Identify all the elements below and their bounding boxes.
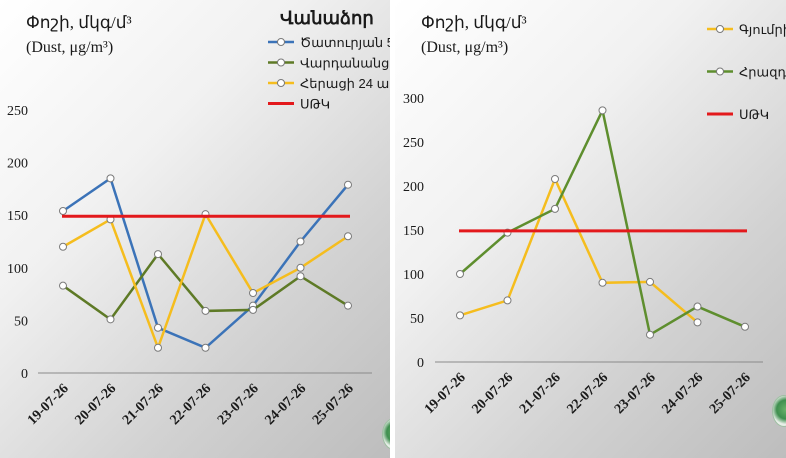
- data-point: [106, 315, 115, 324]
- legend-label: ՍԹԿ: [739, 107, 769, 122]
- chart-subtitle: (Dust, μg/m³): [26, 39, 113, 56]
- data-point: [59, 206, 67, 215]
- x-tick-label: 20-07-26: [72, 381, 119, 428]
- y-tick-label: 150: [403, 224, 424, 239]
- data-point: [106, 174, 115, 183]
- legend-title: Վանաձոր: [280, 8, 374, 29]
- y-tick-label: 50: [410, 312, 424, 327]
- legend-label: ՍԹԿ: [300, 97, 330, 112]
- x-tick-label: 23-07-26: [612, 370, 659, 417]
- data-point: [154, 323, 162, 332]
- data-point: [503, 296, 512, 305]
- y-tick-label: 50: [14, 314, 28, 329]
- x-tick-label: 20-07-26: [469, 370, 516, 417]
- y-tick-label: 300: [403, 92, 424, 107]
- x-tick-label: 25-07-26: [707, 370, 754, 417]
- legend-marker: [277, 58, 285, 67]
- panel-divider: [390, 0, 395, 458]
- x-tick-label: 21-07-26: [120, 381, 167, 428]
- data-point: [344, 232, 352, 241]
- y-tick-label: 100: [7, 262, 28, 277]
- legend-marker: [716, 67, 724, 76]
- y-tick-label: 0: [21, 367, 28, 382]
- x-tick-label: 24-07-26: [659, 370, 706, 417]
- series-line: [62, 176, 349, 350]
- legend-label: Հերացի 24 ա: [300, 76, 389, 91]
- y-tick-label: 0: [417, 356, 424, 371]
- data-point: [646, 330, 654, 339]
- data-point: [646, 277, 654, 286]
- x-tick-label: 22-07-26: [167, 381, 214, 428]
- chart-title: Փոշի, մկգ/մ³: [421, 13, 527, 32]
- data-point: [598, 106, 607, 115]
- series-line: [459, 175, 699, 324]
- data-point: [249, 289, 257, 298]
- data-point: [344, 301, 352, 310]
- data-point: [296, 237, 305, 246]
- x-tick-label: 21-07-26: [517, 370, 564, 417]
- data-point: [249, 305, 257, 314]
- data-point: [154, 250, 162, 259]
- data-point: [154, 343, 162, 352]
- data-point: [598, 278, 607, 287]
- left-chart-panel: Փոշի, մկգ/մ³ (Dust, μg/m³) 0 50 100 150 200 250…: [0, 0, 390, 458]
- x-tick-label: 19-07-26: [422, 370, 469, 417]
- x-tick-label: 19-07-26: [25, 381, 72, 428]
- y-tick-label: 250: [403, 136, 424, 151]
- y-tick-label: 250: [7, 104, 28, 119]
- data-point: [296, 263, 305, 272]
- x-tick-label: 22-07-26: [564, 370, 611, 417]
- y-tick-label: 100: [403, 268, 424, 283]
- data-point: [456, 270, 464, 278]
- data-point: [741, 322, 749, 331]
- y-tick-label: 200: [7, 157, 28, 172]
- x-tick-label: 25-07-26: [310, 381, 357, 428]
- legend-marker: [716, 25, 724, 33]
- chart-title: Փոշի, մկգ/մ³: [26, 13, 132, 32]
- data-point: [201, 306, 210, 315]
- data-point: [201, 343, 210, 352]
- data-point: [551, 174, 559, 183]
- legend-marker: [277, 79, 285, 87]
- legend-marker: [277, 38, 285, 46]
- left-chart: Փոշի, մկգ/մ³ (Dust, μg/m³) 0 50 100 150 200 250…: [7, 8, 390, 428]
- legend-label: Վարդանանց 10: [300, 56, 390, 71]
- y-tick-label: 200: [403, 180, 424, 195]
- right-chart: Փոշի, մկգ/մ³ (Dust, μg/m³) 0 50 100 150 200 250…: [403, 13, 786, 417]
- data-point: [344, 180, 352, 189]
- data-point: [693, 318, 702, 327]
- right-chart-panel: Փոշի, մկգ/մ³ (Dust, μg/m³) 0 50 100 150 200 250…: [395, 0, 786, 458]
- data-point: [296, 272, 305, 281]
- data-point: [59, 281, 67, 290]
- y-tick-label: 150: [7, 209, 28, 224]
- data-point: [551, 204, 559, 213]
- x-tick-label: 23-07-26: [215, 381, 262, 428]
- chart-subtitle: (Dust, μg/m³): [421, 39, 508, 56]
- data-point: [693, 302, 702, 311]
- x-tick-label: 24-07-26: [262, 381, 309, 428]
- legend-label: Հրազդան: [739, 65, 786, 80]
- data-point: [59, 242, 67, 251]
- legend-label: Գյումրի: [739, 22, 786, 37]
- legend-label: Ծատուրյան 53: [300, 35, 390, 50]
- data-point: [456, 311, 464, 320]
